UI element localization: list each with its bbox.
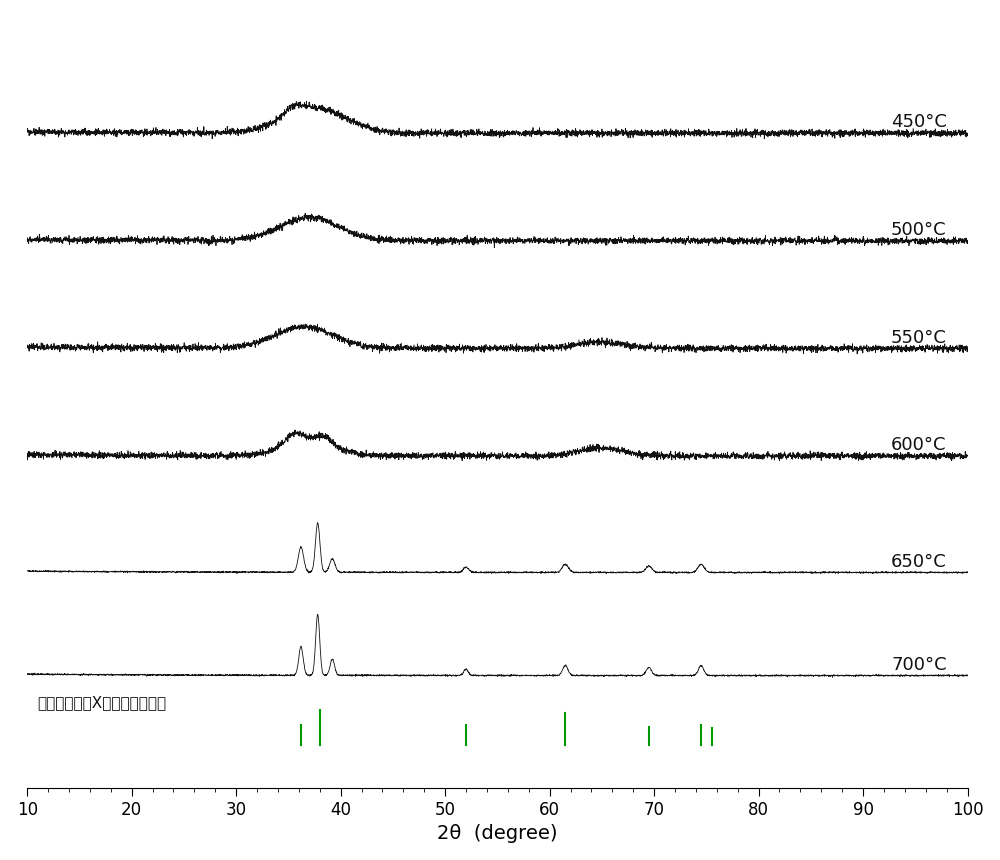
Text: 700°C: 700°C	[891, 655, 947, 673]
Text: 标准碳化馒的X射线衍射峄位置: 标准碳化馒的X射线衍射峄位置	[38, 696, 167, 710]
Text: 500°C: 500°C	[891, 221, 947, 239]
Text: 550°C: 550°C	[891, 329, 947, 347]
Text: 450°C: 450°C	[891, 114, 947, 132]
X-axis label: 2θ  (degree): 2θ (degree)	[437, 825, 558, 844]
Text: 650°C: 650°C	[891, 553, 947, 571]
Text: 600°C: 600°C	[891, 436, 947, 454]
